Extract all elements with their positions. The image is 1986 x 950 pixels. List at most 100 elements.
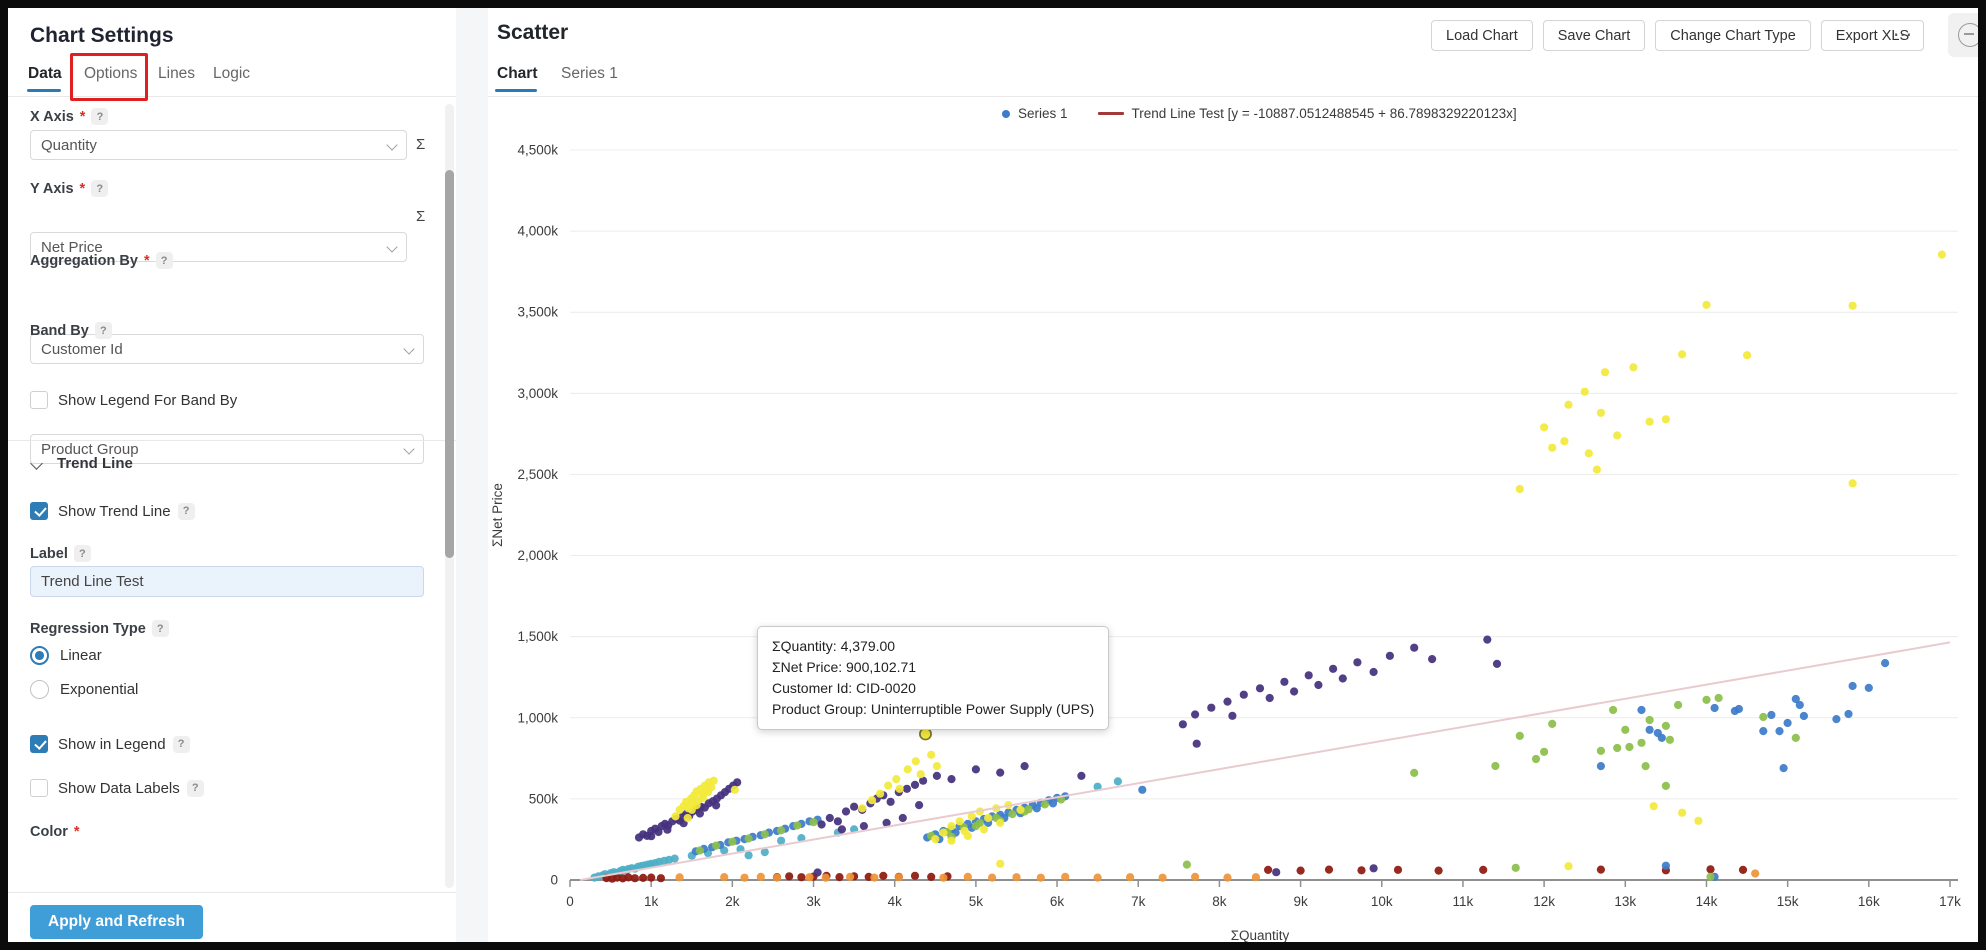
scatter-point[interactable] — [630, 874, 639, 883]
tab-data[interactable]: Data — [28, 65, 62, 82]
scatter-point[interactable] — [1609, 705, 1618, 715]
scatter-point[interactable] — [1600, 368, 1610, 377]
scatter-point[interactable] — [859, 822, 868, 831]
scatter-point[interactable] — [867, 796, 877, 805]
scatter-point[interactable] — [1665, 735, 1674, 744]
regression-exponential-row[interactable]: Exponential — [30, 680, 138, 699]
scatter-point[interactable] — [1645, 715, 1654, 725]
band-by-select[interactable]: Product Group — [30, 434, 424, 464]
help-icon[interactable]: ? — [94, 322, 112, 339]
scatter-point[interactable] — [858, 804, 867, 813]
scatter-point[interactable] — [1637, 738, 1646, 747]
linear-radio[interactable] — [30, 646, 49, 665]
scatter-point[interactable] — [1138, 785, 1147, 794]
tab-chart[interactable]: Chart — [497, 65, 538, 82]
help-icon[interactable]: ? — [73, 545, 91, 562]
scatter-point[interactable] — [624, 873, 633, 882]
scatter-point[interactable] — [996, 768, 1005, 777]
scatter-point[interactable] — [1410, 643, 1419, 652]
scatter-point[interactable] — [1661, 721, 1670, 731]
scatter-point[interactable] — [1596, 408, 1605, 417]
scatter-point[interactable] — [947, 836, 956, 845]
scatter-point[interactable] — [1207, 703, 1216, 712]
scatter-point[interactable] — [744, 851, 753, 860]
scatter-point[interactable] — [1783, 718, 1792, 728]
scatter-point[interactable] — [1881, 659, 1890, 668]
scatter-point[interactable] — [675, 873, 684, 882]
scatter-point[interactable] — [1714, 693, 1723, 703]
scatter-point[interactable] — [703, 788, 713, 797]
scatter-point[interactable] — [1016, 805, 1025, 815]
tab-series-1[interactable]: Series 1 — [561, 65, 618, 82]
scatter-point[interactable] — [1251, 873, 1260, 882]
scatter-point[interactable] — [692, 801, 701, 810]
scatter-point[interactable] — [971, 822, 980, 831]
scatter-point[interactable] — [656, 874, 665, 883]
scatter-point[interactable] — [1751, 869, 1760, 878]
scatter-point[interactable] — [984, 813, 993, 823]
scatter-point[interactable] — [1338, 674, 1347, 683]
scatter-point[interactable] — [712, 801, 721, 810]
scatter-point[interactable] — [1759, 712, 1768, 722]
scatter-point[interactable] — [1223, 873, 1232, 882]
scatter-point[interactable] — [1795, 700, 1804, 710]
scatter-point[interactable] — [756, 872, 765, 882]
scatter-point[interactable] — [1182, 860, 1191, 869]
scatter-point[interactable] — [1738, 865, 1748, 875]
scatter-point[interactable] — [777, 826, 786, 835]
help-icon[interactable]: ? — [177, 502, 195, 520]
scatter-point[interactable] — [1564, 862, 1573, 871]
scatter-point[interactable] — [1531, 754, 1541, 764]
scatter-point[interactable] — [1775, 727, 1784, 736]
help-icon[interactable]: ? — [91, 108, 109, 125]
scatter-point[interactable] — [1706, 865, 1715, 874]
scatter-point[interactable] — [903, 765, 912, 774]
scatter-point[interactable] — [1113, 777, 1122, 786]
scatter-point[interactable] — [709, 776, 718, 785]
trend-line[interactable] — [580, 641, 1951, 881]
show-data-labels-checkbox[interactable] — [30, 779, 48, 797]
scatter-point[interactable] — [670, 854, 679, 863]
scatter-point[interactable] — [1280, 677, 1289, 686]
scatter-point[interactable] — [1410, 768, 1419, 778]
scatter-point[interactable] — [1178, 720, 1187, 729]
scatter-point[interactable] — [947, 775, 956, 784]
scatter-point[interactable] — [797, 834, 806, 843]
scatter-point[interactable] — [712, 841, 721, 850]
tab-options[interactable]: Options — [84, 65, 138, 82]
scatter-point[interactable] — [1020, 762, 1029, 771]
scatter-point[interactable] — [927, 872, 936, 882]
scatter-point[interactable] — [647, 832, 656, 841]
scatter-point[interactable] — [1694, 816, 1703, 825]
scatter-point[interactable] — [671, 812, 680, 821]
scatter-point[interactable] — [1645, 725, 1654, 734]
scatter-point[interactable] — [733, 778, 742, 787]
scatter-point[interactable] — [1093, 782, 1102, 791]
scatter-point[interactable] — [1434, 866, 1443, 875]
scatter-point[interactable] — [1613, 431, 1622, 440]
scatter-point[interactable] — [1012, 873, 1021, 882]
scatter-point[interactable] — [1515, 484, 1524, 494]
show-in-legend-row[interactable]: Show in Legend ? — [30, 735, 190, 753]
scatter-point[interactable] — [695, 809, 704, 818]
scatter-point[interactable] — [882, 818, 891, 828]
scatter-point[interactable] — [772, 873, 782, 882]
scatter-point[interactable] — [1674, 700, 1683, 710]
scatter-point[interactable] — [1061, 872, 1070, 882]
scatter-point[interactable] — [1678, 350, 1687, 359]
scatter-point[interactable] — [1540, 423, 1549, 432]
scatter-point[interactable] — [1580, 387, 1589, 396]
y-axis-select[interactable]: Net Price — [30, 232, 407, 262]
scatter-point[interactable] — [1255, 684, 1265, 693]
scatter-point[interactable] — [1290, 687, 1299, 696]
scatter-point[interactable] — [1791, 694, 1800, 704]
scatter-point[interactable] — [1625, 742, 1634, 752]
help-icon[interactable]: ? — [172, 735, 190, 753]
scatter-point[interactable] — [1093, 873, 1102, 882]
scatter-point[interactable] — [1937, 250, 1946, 259]
scatter-point[interactable] — [1540, 747, 1549, 756]
scatter-point[interactable] — [884, 781, 893, 790]
scatter-point[interactable] — [963, 831, 972, 841]
scatter-point[interactable] — [1272, 868, 1281, 877]
scatter-point[interactable] — [1759, 727, 1768, 736]
